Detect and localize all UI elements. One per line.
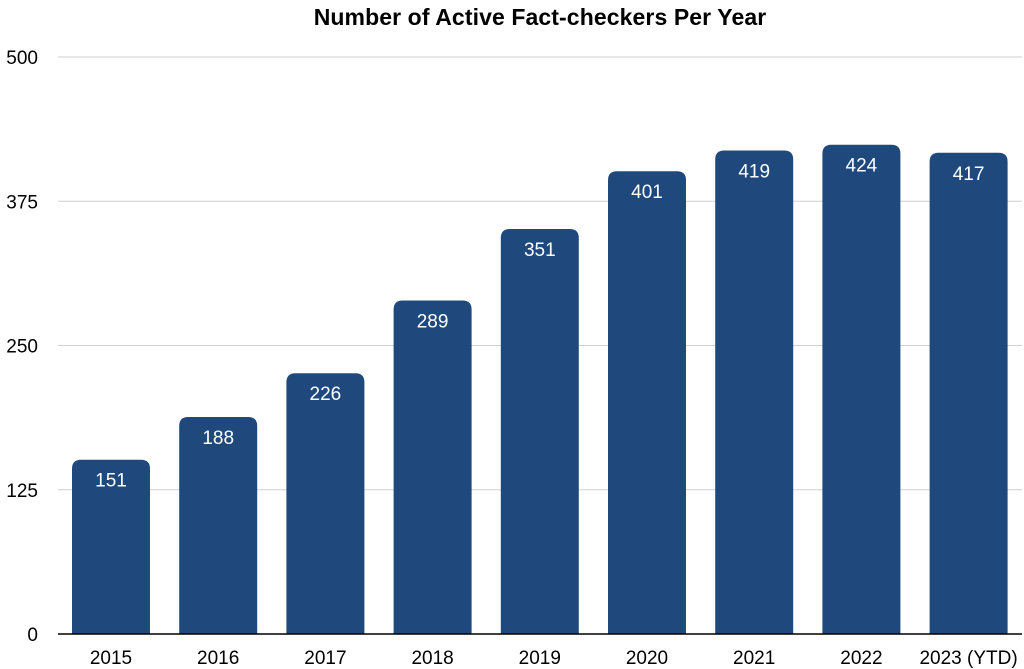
bar-data-label: 351 <box>524 240 556 261</box>
bar <box>286 373 365 634</box>
x-tick-label: 2021 <box>733 648 775 669</box>
y-tick-label: 500 <box>6 48 38 69</box>
bar <box>179 417 258 634</box>
y-tick-label: 0 <box>27 625 38 646</box>
y-tick-label: 125 <box>6 481 38 502</box>
y-axis-tick-labels: 0 125 250 375 500 <box>6 48 38 646</box>
bar-data-label: 424 <box>846 156 878 177</box>
bars <box>72 144 1008 635</box>
x-tick-label: 2016 <box>197 648 239 669</box>
bar-data-label: 151 <box>95 471 127 492</box>
bar <box>72 459 150 634</box>
bar <box>393 300 472 634</box>
chart-title: Number of Active Fact-checkers Per Year <box>313 4 767 30</box>
bar <box>929 152 1008 635</box>
x-tick-label: 2022 <box>840 648 882 669</box>
y-tick-label: 375 <box>6 192 38 213</box>
x-tick-label: 2020 <box>626 648 668 669</box>
x-tick-label: 2019 <box>519 648 561 669</box>
bar-data-label: 226 <box>310 384 342 405</box>
bar-data-label: 289 <box>417 311 449 332</box>
x-axis-tick-labels: 2015 2016 2017 2018 2019 2020 2021 2022 2023 (YT… <box>90 648 1018 669</box>
bar-data-label: 401 <box>631 182 663 203</box>
bar-data-label: 419 <box>738 161 770 182</box>
bar-data-label: 417 <box>953 164 985 185</box>
x-tick-label: 2023 (YTD) <box>919 648 1017 669</box>
bar <box>608 171 686 634</box>
bar-data-label: 188 <box>202 428 234 449</box>
bar <box>715 150 794 634</box>
bar <box>822 144 901 635</box>
bar-data-labels: 151 188 226 289 351 401 419 424 417 <box>95 156 984 492</box>
bar <box>500 228 579 635</box>
y-tick-label: 250 <box>6 337 38 358</box>
x-tick-label: 2017 <box>304 648 346 669</box>
x-tick-label: 2015 <box>90 648 132 669</box>
x-tick-label: 2018 <box>411 648 453 669</box>
